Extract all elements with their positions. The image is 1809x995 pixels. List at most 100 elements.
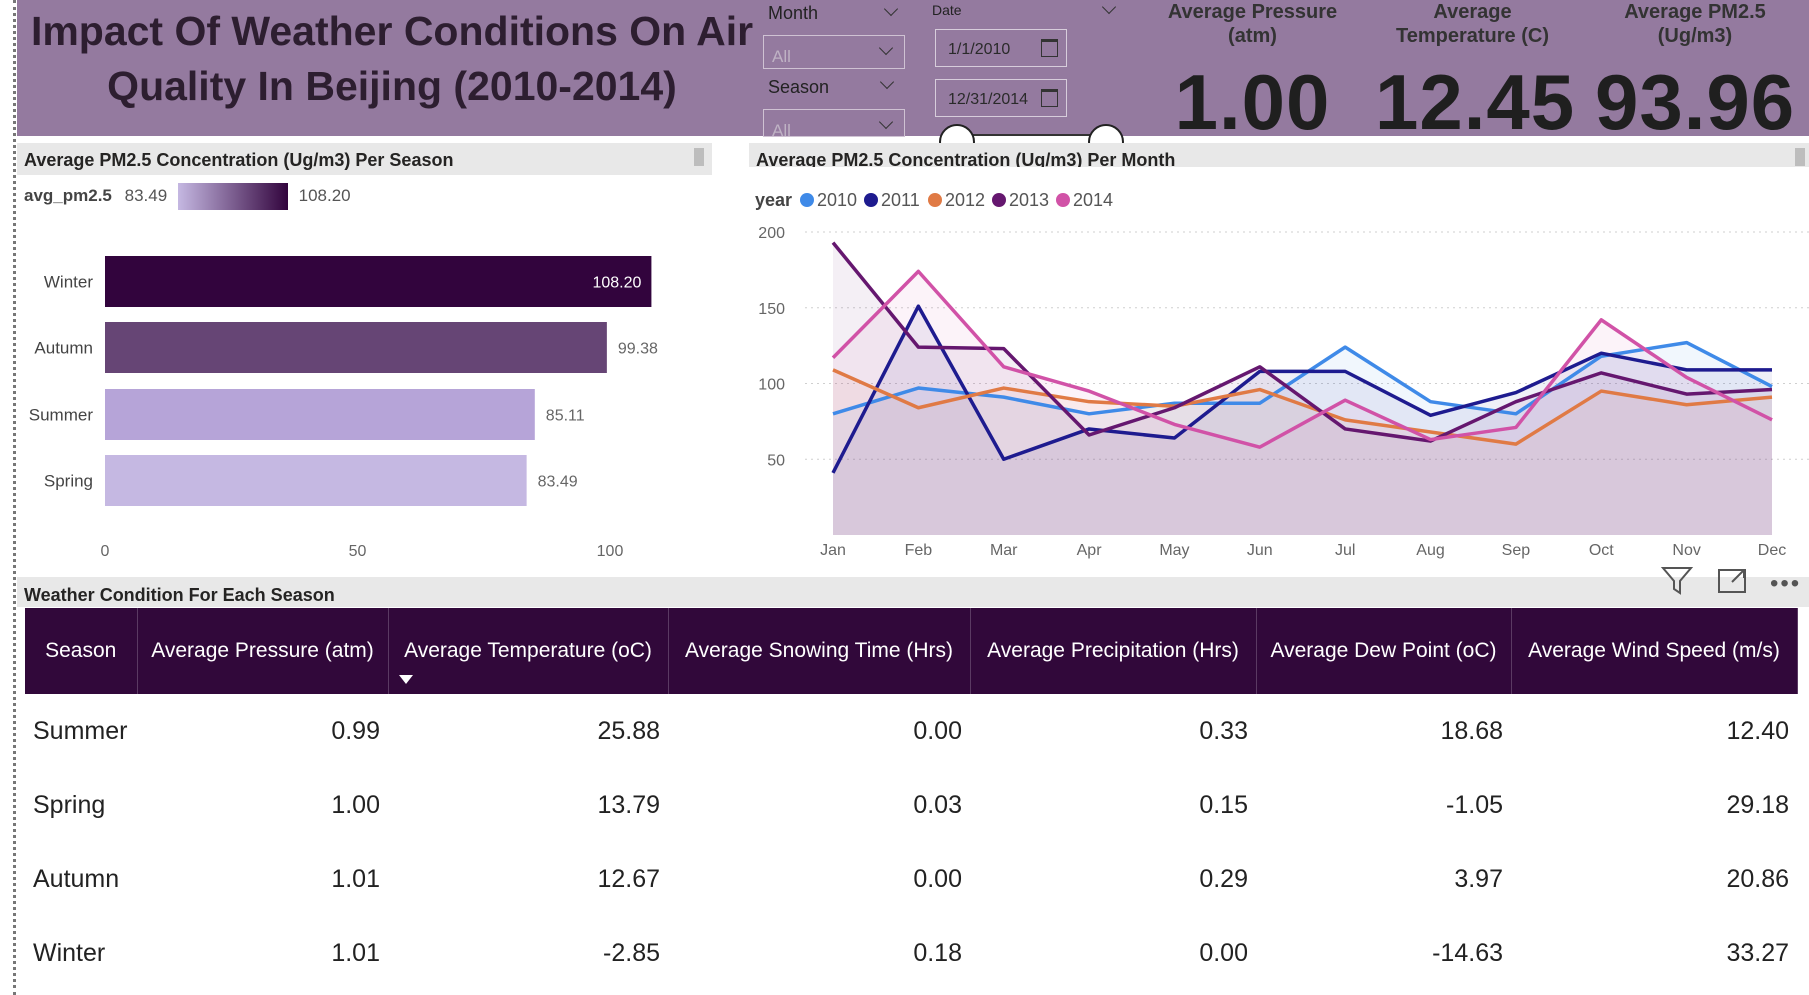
table-row: Winter 1.01 -2.85 0.18 0.00 -14.63 33.27 [25,916,1797,990]
date-slicer-label: Date [932,2,962,18]
legend-gradient [177,183,288,211]
table-cell: 13.79 [597,790,660,819]
weather-table: Season Average Pressure (atm) Average Temp… [25,608,1798,990]
x-tick-label: Sep [1502,542,1531,559]
table-cell: 0.29 [1199,864,1248,893]
calendar-icon[interactable] [1041,89,1058,107]
legend-label: 2011 [881,190,920,210]
x-tick-label: Mar [990,542,1018,559]
category-label: Summer [29,406,94,425]
series-line-2010 [832,340,1773,416]
kpi-value: 12.45 [1375,58,1576,146]
table-cell: 0.00 [913,716,962,745]
filter-icon[interactable] [1659,562,1695,598]
column-header[interactable]: Average Dew Point (oC) [1256,608,1512,694]
table-cell: -2.85 [603,938,660,967]
x-tick-label: Aug [1416,542,1444,559]
season-slicer-value: All [772,121,791,137]
bar-chart-legend: avg_pm2.5 83.49 108.20 [24,183,351,211]
data-label: 85.11 [546,408,585,425]
header-banner: Impact Of Weather Conditions On Air Qual… [17,0,1809,136]
date-slider-track[interactable] [955,134,1105,136]
category-label: Winter [44,273,93,292]
x-tick-label: 0 [101,543,110,560]
column-header[interactable]: Average Temperature (oC) [388,608,669,694]
table-cell: 18.68 [1440,716,1503,745]
column-header[interactable]: Average Precipitation (Hrs) [970,608,1257,694]
canvas-edge [13,0,16,995]
month-slicer-label: Month [768,3,819,23]
column-header[interactable]: Average Pressure (atm) [137,608,389,694]
legend-marker [992,193,1006,207]
table-cell: 0.18 [913,938,962,967]
area-2014 [833,271,1772,535]
table-cell: -14.63 [1432,938,1503,967]
x-tick-label: 50 [349,543,367,560]
monthly-line-chart: year 2010 2011 2012 2013 2014 200 150 100 50 Jan Fe… [755,190,1809,559]
data-label: 108.20 [592,275,641,292]
table-cell: 0.99 [331,716,380,745]
kpi-value: 1.00 [1174,58,1331,146]
legend-marker [928,193,942,207]
series-line-2011 [831,304,1772,474]
x-tick-label: Jul [1335,542,1355,559]
table-cell: Autumn [33,864,120,893]
legend-label: 2013 [1009,190,1049,210]
x-tick-label: Oct [1589,542,1614,559]
x-tick-label: Nov [1672,542,1700,559]
legend-min: 83.49 [124,186,168,205]
start-date-input[interactable]: 1/1/2010 [935,29,1067,67]
bar-winter [105,256,652,307]
legend-max: 108.20 [298,186,351,205]
table-cell: 1.01 [331,864,380,893]
bar-spring [105,455,527,506]
season-slicer-dropdown[interactable]: All [763,109,905,137]
table-cell: 0.33 [1199,716,1248,745]
table-cell: 12.67 [597,864,660,893]
y-tick-label: 100 [758,377,785,394]
month-slicer-dropdown[interactable]: All [763,35,905,69]
column-header[interactable]: Average Wind Speed (m/s) [1511,608,1798,694]
table-header-row: Season Average Pressure (atm) Average Temp… [25,608,1798,694]
area-2011 [833,306,1772,535]
legend-label: 2014 [1073,190,1113,210]
table-cell: Spring [33,790,106,819]
x-tick-label: Dec [1758,542,1786,559]
kpi-title: Average Pressure (atm) [1167,1,1338,47]
focus-mode-icon[interactable] [1714,562,1750,598]
y-tick-label: 50 [767,452,785,469]
table-cell: 1.01 [331,938,380,967]
table-cell: 12.40 [1726,716,1789,745]
data-label: 83.49 [538,474,578,491]
column-header[interactable]: Season [25,608,138,694]
table-row: Spring 1.00 13.79 0.03 0.15 -1.05 29.18 [25,768,1797,842]
bar-summer [105,389,535,440]
series-line-2012 [832,368,1773,446]
month-slicer-value: All [772,47,791,66]
end-date-input[interactable]: 12/31/2014 [935,79,1067,117]
table-title: Weather Condition For Each Season [17,577,1809,607]
table-cell: 0.03 [913,790,962,819]
table-cell: 3.97 [1454,864,1503,893]
more-options-icon[interactable]: ••• [1770,570,1802,597]
table-cell: 0.15 [1199,790,1248,819]
area-2013 [833,242,1772,536]
table-cell: 1.00 [331,790,380,819]
bar-chart-title: Average PM2.5 Concentration (Ug/m3) Per … [17,143,712,175]
bar-autumn [105,322,607,373]
x-tick-label: 100 [597,543,624,560]
x-tick-label: Jun [1247,542,1273,559]
kpi-value: 93.96 [1595,58,1796,146]
sort-descending-icon[interactable] [398,675,413,684]
scroll-handle[interactable] [1795,148,1805,166]
category-label: Spring [44,472,93,491]
data-label: 99.38 [618,341,658,358]
calendar-icon[interactable] [1041,39,1058,57]
x-tick-label: May [1159,542,1189,559]
table-cell: 20.86 [1726,864,1789,893]
legend-title: year [755,190,792,210]
table-cell: -1.05 [1446,790,1503,819]
column-header[interactable]: Average Snowing Time (Hrs) [668,608,971,694]
y-tick-label: 200 [758,225,785,242]
scroll-handle[interactable] [694,148,704,166]
